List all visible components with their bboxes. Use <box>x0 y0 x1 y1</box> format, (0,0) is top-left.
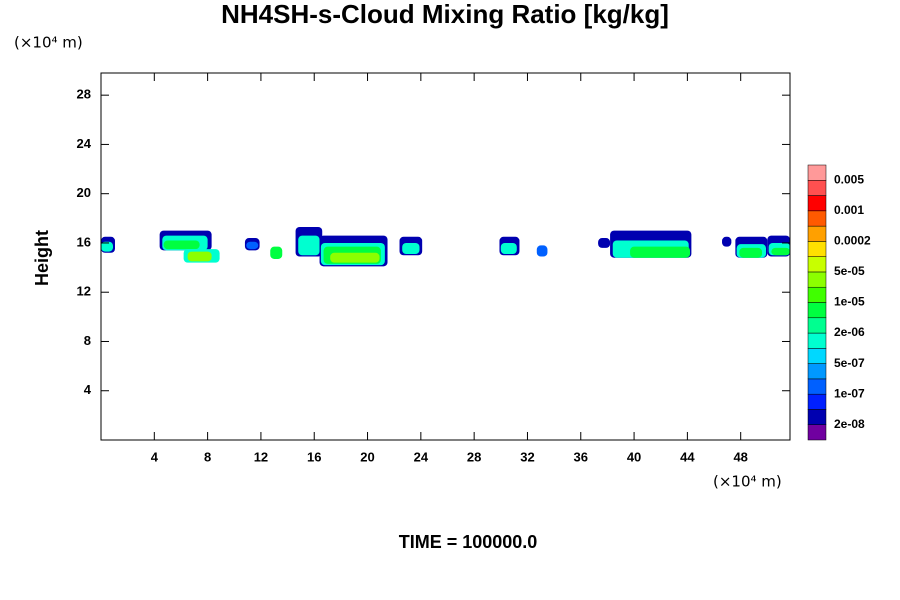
contour-cell <box>246 241 259 250</box>
contour-cell <box>630 246 691 258</box>
y-tick-label: 20 <box>77 185 91 200</box>
x-tick-label: 24 <box>414 449 429 464</box>
colorbar-box <box>807 378 827 395</box>
x-tick-label: 8 <box>204 449 211 464</box>
colorbar-box <box>807 210 827 227</box>
footer-text: TIME = 100000.0 <box>399 532 538 552</box>
colorbar-box <box>807 393 827 410</box>
x-tick-label: 32 <box>520 449 534 464</box>
colorbar-box <box>807 302 827 319</box>
x-tick-label: 40 <box>627 449 641 464</box>
contour-cell <box>298 235 320 256</box>
contour-cell <box>163 240 200 250</box>
y-tick-label: 8 <box>84 333 91 348</box>
contour-cell <box>536 245 548 257</box>
contour-cell <box>771 247 790 256</box>
colorbar-box <box>807 180 827 196</box>
contour-cell <box>270 246 283 259</box>
x-tick-label: 12 <box>254 449 268 464</box>
y-tick-label: 12 <box>77 284 91 299</box>
colorbar-box <box>807 424 827 441</box>
x-tick-label: 48 <box>733 449 747 464</box>
y-axis-title: Height <box>32 230 52 286</box>
x-tick-label: 28 <box>467 449 481 464</box>
colorbar-box <box>807 241 827 257</box>
colorbar-label: 0.005 <box>834 172 864 186</box>
contour-cell <box>739 247 763 258</box>
x-tick-label: 16 <box>307 449 321 464</box>
colorbar-box <box>807 256 827 273</box>
x-tick-label: 20 <box>360 449 374 464</box>
colorbar-box <box>807 332 827 349</box>
colorbar-box <box>807 164 827 181</box>
y-unit: (×10⁴ m) <box>14 34 83 52</box>
colorbar-box <box>807 317 827 334</box>
colorbar-box <box>807 195 827 212</box>
x-tick-label: 4 <box>151 449 159 464</box>
colorbar-label: 2e-06 <box>834 325 865 339</box>
colorbar-label: 1e-07 <box>834 386 865 400</box>
colorbar-box <box>807 271 827 288</box>
contour-cell <box>598 238 611 248</box>
y-tick-label: 24 <box>77 136 92 151</box>
colorbar-label: 5e-07 <box>834 356 865 370</box>
colorbar-box <box>807 225 827 242</box>
colorbar-label: 0.001 <box>834 203 864 217</box>
colorbar-label: 5e-05 <box>834 264 865 278</box>
contour-cell <box>500 242 517 255</box>
y-tick-label: 28 <box>77 87 91 102</box>
contour-cell <box>101 241 113 252</box>
colorbar-box <box>807 286 827 303</box>
colorbar-label: 0.0002 <box>834 234 871 248</box>
y-tick-label: 4 <box>84 382 92 397</box>
contour-cell <box>187 251 212 262</box>
x-tick-label: 36 <box>574 449 588 464</box>
y-tick-label: 16 <box>77 234 91 249</box>
colorbar-label: 1e-05 <box>834 295 865 309</box>
x-unit: (×10⁴ m) <box>713 473 782 491</box>
contour-cell <box>330 252 380 263</box>
colorbar-box <box>807 409 827 425</box>
plot-frame <box>100 72 791 441</box>
contour-cell <box>402 242 420 255</box>
chart-title: NH4SH-s-Cloud Mixing Ratio [kg/kg] <box>221 0 669 29</box>
colorbar-box <box>807 348 827 364</box>
colorbar-label: 2e-08 <box>834 417 865 431</box>
colorbar-box <box>807 363 827 380</box>
x-tick-label: 44 <box>680 449 695 464</box>
contour-cell <box>722 236 732 247</box>
